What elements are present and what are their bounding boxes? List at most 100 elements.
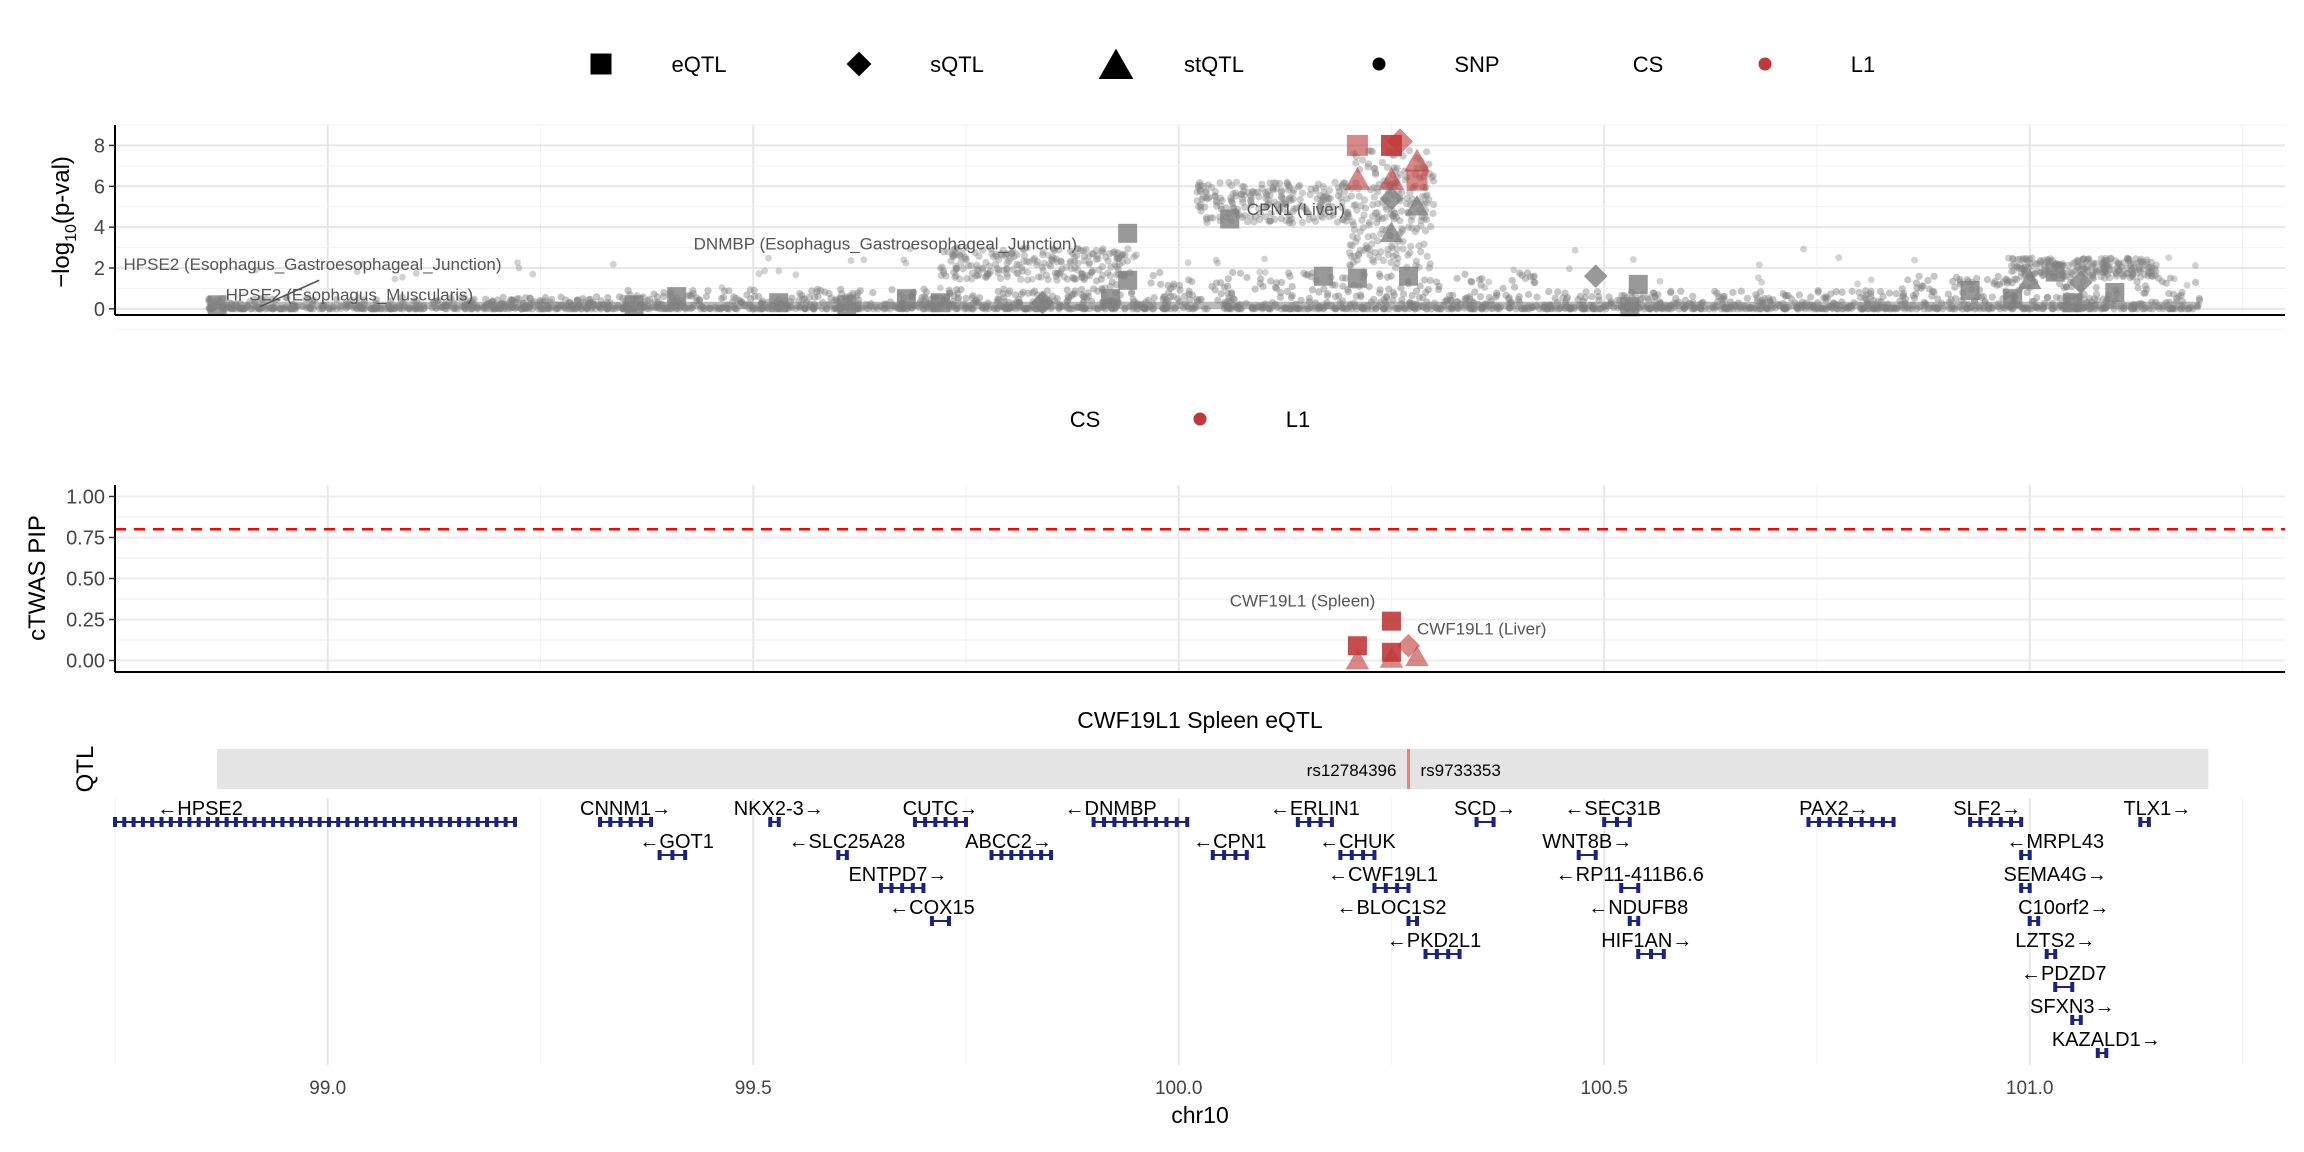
snp-point <box>1862 291 1870 299</box>
snp-point <box>1423 252 1431 260</box>
snp-point <box>2097 255 2105 263</box>
snp-dense-band <box>1561 301 1903 309</box>
snp-point <box>1298 218 1307 227</box>
snp-point <box>968 294 976 302</box>
snp-point <box>1876 288 1885 296</box>
snp-point <box>1581 293 1589 302</box>
snp-point <box>1229 203 1237 212</box>
snp-point <box>515 295 523 303</box>
snp-point <box>1720 295 1728 304</box>
snp-point <box>1069 290 1077 298</box>
snp-point <box>1650 289 1658 297</box>
snp-point <box>1499 284 1507 292</box>
snp-point <box>1238 195 1247 203</box>
snp-point <box>1329 211 1337 219</box>
snp-point <box>1510 283 1519 291</box>
snp-point <box>1273 279 1281 287</box>
snp-point <box>2143 285 2151 293</box>
snp-point <box>1769 296 1777 304</box>
snp-point <box>1258 180 1266 188</box>
snp-point <box>1898 285 1906 293</box>
snp-point <box>954 289 962 297</box>
snp-point <box>2165 289 2173 298</box>
snp-point <box>660 288 668 297</box>
snp-point <box>529 270 537 278</box>
manhattan-panel: HPSE2 (Esophagus_Gastroesophageal_Juncti… <box>48 124 2285 330</box>
snp-point <box>1493 289 1501 297</box>
snp-point <box>918 294 926 302</box>
snp-point <box>750 292 759 301</box>
snp-point <box>2183 281 2191 289</box>
snp-point <box>1003 259 1011 267</box>
snp-point <box>1378 158 1387 167</box>
snp-point <box>1227 182 1235 190</box>
snp-point <box>1287 215 1296 223</box>
snp-point <box>1820 294 1828 302</box>
snp-point <box>702 292 710 301</box>
snp-point <box>1188 277 1196 286</box>
snp-point <box>1423 148 1431 156</box>
snp-point <box>1422 216 1431 224</box>
snp-point <box>2115 261 2123 269</box>
snp-point <box>1345 249 1354 257</box>
snp-point <box>952 265 961 273</box>
snp-point <box>2008 267 2016 276</box>
snp-point <box>1654 291 1662 299</box>
gene-exon <box>419 817 424 827</box>
snp-point <box>1656 277 1664 285</box>
snp-point <box>2002 275 2010 283</box>
snp-point <box>1461 270 1469 278</box>
snp-point <box>1344 288 1352 296</box>
gene-label: ←CHUK <box>1319 831 1396 853</box>
snp-point <box>1389 288 1397 297</box>
snp-point <box>1476 292 1485 301</box>
snp-point <box>1515 293 1523 301</box>
snp-point <box>1335 292 1343 300</box>
gene-label: LZTS2→ <box>2015 930 2095 952</box>
snp-point <box>817 287 825 295</box>
snp-point <box>1415 294 1423 302</box>
snp-point <box>482 295 490 303</box>
snp-point <box>1166 292 1175 301</box>
snp-point <box>2144 272 2152 280</box>
snp-point <box>1209 214 1217 222</box>
snp-point <box>354 293 362 302</box>
snp-point <box>975 271 983 279</box>
snp-point <box>1095 266 1103 274</box>
snp-point <box>645 295 654 303</box>
snp-point <box>814 285 822 293</box>
snp-point <box>2003 279 2012 287</box>
snp-point <box>1236 269 1245 277</box>
gene-label: WNT8B→ <box>1542 831 1632 853</box>
snp-point <box>1947 295 1955 304</box>
snp-point <box>1262 202 1271 211</box>
snp-point <box>1264 195 1272 204</box>
qtl-track-panel: CWF19L1 Spleen eQTL rs12784396 rs9733353 QT… <box>72 707 2209 792</box>
gene-label: ←NDUFB8 <box>1588 897 1688 919</box>
snp-point <box>1867 287 1875 295</box>
snp-point <box>1034 273 1043 281</box>
gene-exon <box>261 817 266 827</box>
gene-track-panel: ←HPSE2 CNNM1→ NKX2-3→ CUTC→ ←DNMBP ←ERLIN1 SCD… <box>113 798 2243 1128</box>
snp-point <box>692 294 701 302</box>
snp-point <box>1605 293 1613 301</box>
snp-point <box>1264 200 1273 208</box>
snp-point <box>922 288 931 296</box>
snp-point <box>1289 207 1297 215</box>
snp-point <box>1331 178 1339 186</box>
snp-point <box>372 296 380 304</box>
snp-point <box>1325 195 1333 203</box>
snp-point <box>743 291 751 299</box>
snp-point <box>2158 278 2166 286</box>
snp-point <box>1202 214 1211 222</box>
snp-point <box>1755 261 1763 269</box>
gene-exon <box>252 817 257 827</box>
gene-exon <box>317 817 322 827</box>
gene-exon <box>485 817 490 827</box>
snp-point <box>1838 288 1846 296</box>
snp-point <box>1576 292 1584 300</box>
gene-label: PAX2→ <box>1799 798 1869 820</box>
snp-point <box>2166 274 2174 282</box>
snp-point <box>1305 294 1313 302</box>
snp-point <box>1949 277 1957 286</box>
